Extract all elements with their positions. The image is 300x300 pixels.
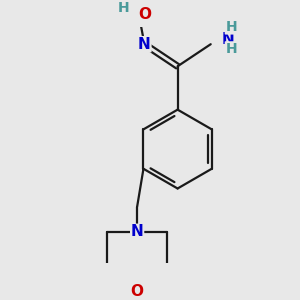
Text: O: O [138, 7, 151, 22]
Text: H: H [225, 20, 237, 34]
Text: H: H [118, 1, 130, 15]
Text: N: N [131, 224, 143, 239]
Text: H: H [225, 42, 237, 56]
Text: N: N [222, 32, 235, 47]
Text: O: O [130, 284, 144, 299]
Text: N: N [138, 37, 151, 52]
